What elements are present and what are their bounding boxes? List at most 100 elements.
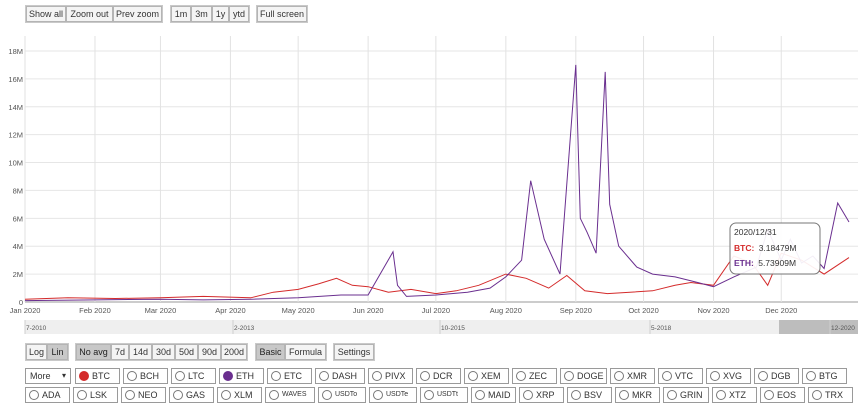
coin-label: XMR [627, 371, 647, 381]
mode-basic-button[interactable]: Basic [256, 344, 285, 360]
navigator-labels: 7-2010 2-2013 10-2015 5-2018 12-2020 [24, 320, 855, 334]
coin-toggle-vtc[interactable]: VTC [658, 368, 703, 384]
avg-30d-button[interactable]: 30d [152, 344, 175, 360]
coin-toggle-eos[interactable]: EOS [760, 387, 805, 403]
coin-label: XVG [723, 371, 743, 381]
radio-icon [221, 390, 231, 400]
radio-icon [516, 371, 526, 381]
coin-toggle-xrp[interactable]: XRP [519, 387, 564, 403]
x-tick-label: May 2020 [282, 306, 315, 315]
coin-label: ADA [42, 390, 61, 400]
coin-label: XLM [234, 390, 253, 400]
avg-50d-button[interactable]: 50d [175, 344, 198, 360]
avg-14d-button[interactable]: 14d [129, 344, 152, 360]
coin-toggle-dcr[interactable]: DCR [416, 368, 461, 384]
y-tick-label: 16M [8, 75, 23, 84]
coin-toggle-ltc[interactable]: LTC [171, 368, 216, 384]
x-tick-label: Jun 2020 [353, 306, 384, 315]
radio-icon [614, 371, 624, 381]
coin-toggle-etc[interactable]: ETC [267, 368, 312, 384]
radio-icon [269, 390, 279, 400]
coin-label: NEO [138, 390, 158, 400]
coin-label: VTC [675, 371, 693, 381]
coin-label: BSV [584, 390, 603, 400]
y-axis-labels: 0 2M 4M 6M 8M 10M 12M 14M 16M 18M [8, 47, 23, 307]
coin-label: ETH [236, 371, 254, 381]
coin-toggle-btc[interactable]: BTC [75, 368, 120, 384]
range-3m-button[interactable]: 3m [191, 6, 212, 22]
mode-formula-button[interactable]: Formula [285, 344, 326, 360]
scale-log-button[interactable]: Log [26, 344, 47, 360]
chevron-down-icon: ▾ [61, 371, 66, 380]
coin-label: PIVX [385, 371, 406, 381]
avg-200d-button[interactable]: 200d [221, 344, 247, 360]
more-select-label: More [30, 371, 51, 381]
coin-toggle-trx[interactable]: TRX [808, 387, 853, 403]
y-tick-label: 14M [8, 103, 23, 112]
price-chart[interactable]: 0 2M 4M 6M 8M 10M 12M 14M 16M 18M Jan 2020 Feb 202… [0, 0, 865, 340]
navigator-selection[interactable] [779, 320, 858, 334]
radio-icon [79, 371, 89, 381]
y-tick-label: 8M [13, 186, 23, 195]
coin-toggle-xlm[interactable]: XLM [217, 387, 262, 403]
settings-button[interactable]: Settings [334, 344, 374, 360]
navigator-label: 2-2013 [234, 325, 255, 332]
radio-icon [475, 390, 485, 400]
coin-label: XEM [481, 371, 501, 381]
coin-toggle-dgb[interactable]: DGB [754, 368, 799, 384]
radio-icon [662, 371, 672, 381]
y-tick-label: 12M [8, 131, 23, 140]
radio-icon [468, 371, 478, 381]
tooltip-date: 2020/12/31 [734, 227, 777, 237]
radio-icon [271, 371, 281, 381]
prev-zoom-button[interactable]: Prev zoom [113, 6, 162, 22]
range-navigator[interactable]: 7-2010 2-2013 10-2015 5-2018 12-2020 [24, 320, 858, 334]
avg-7d-button[interactable]: 7d [111, 344, 129, 360]
radio-icon [175, 371, 185, 381]
x-tick-label: Sep 2020 [560, 306, 592, 315]
coin-toggle-xmr[interactable]: XMR [610, 368, 655, 384]
more-coins-select[interactable]: More ▾ [25, 368, 71, 384]
tooltip-btc-value: 3.18479M [759, 243, 797, 253]
range-1m-button[interactable]: 1m [171, 6, 191, 22]
y-tick-label: 6M [13, 214, 23, 223]
coin-toggle-eth[interactable]: ETH [219, 368, 264, 384]
navigator-label: 7-2010 [26, 325, 47, 332]
coin-toggle-bsv[interactable]: BSV [567, 387, 612, 403]
scale-lin-button[interactable]: Lin [47, 344, 68, 360]
show-all-button[interactable]: Show all [26, 6, 66, 22]
tooltip-eth-row: ETH: 5.73909M [734, 258, 796, 268]
coin-toggle-doge[interactable]: DOGE [560, 368, 607, 384]
coin-toggle-zec[interactable]: ZEC [512, 368, 557, 384]
zoom-out-button[interactable]: Zoom out [66, 6, 113, 22]
coin-label: DOGE [577, 371, 604, 381]
coin-toggle-xvg[interactable]: XVG [706, 368, 751, 384]
range-1y-button[interactable]: 1y [212, 6, 229, 22]
coin-label: TRX [825, 390, 843, 400]
radio-icon [619, 390, 629, 400]
coin-toggle-dash[interactable]: DASH [315, 368, 365, 384]
tooltip-eth-value: 5.73909M [758, 258, 796, 268]
x-tick-label: Apr 2020 [215, 306, 245, 315]
coin-toggle-grin[interactable]: GRIN [663, 387, 709, 403]
coin-label: GRIN [680, 390, 703, 400]
range-ytd-button[interactable]: ytd [229, 6, 249, 22]
coin-label: DGB [771, 371, 791, 381]
coin-toggle-xem[interactable]: XEM [464, 368, 509, 384]
eth-series-line [24, 64, 850, 302]
coin-toggle-bch[interactable]: BCH [123, 368, 168, 384]
navigator-label: 12-2020 [831, 325, 855, 332]
radio-icon [322, 390, 332, 400]
tooltip-box [729, 222, 821, 275]
radio-icon [716, 390, 726, 400]
coin-toggle-pivx[interactable]: PIVX [368, 368, 413, 384]
coin-toggle-ada[interactable]: ADA [25, 387, 70, 403]
radio-icon [373, 390, 383, 400]
coin-label: BTC [92, 371, 110, 381]
full-screen-button[interactable]: Full screen [257, 6, 307, 22]
radio-icon [223, 371, 233, 381]
avg-90d-button[interactable]: 90d [198, 344, 221, 360]
coin-label: USDTe [386, 391, 409, 398]
coin-toggle-btg[interactable]: BTG [802, 368, 847, 384]
avg-none-button[interactable]: No avg [76, 344, 111, 360]
